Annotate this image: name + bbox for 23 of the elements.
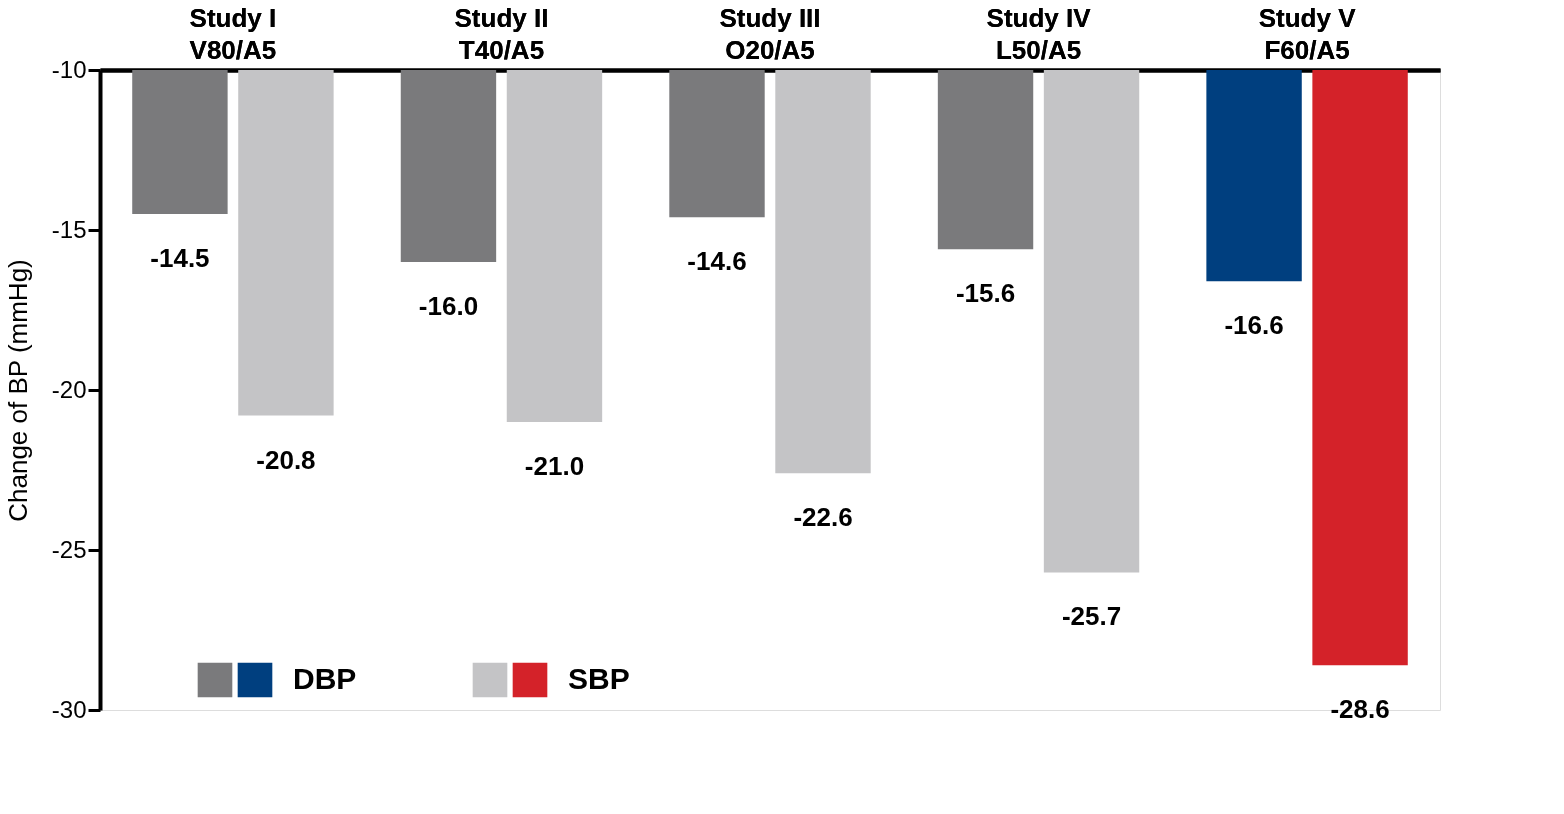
data-label: -16.0 [418,291,479,321]
data-label: -28.6 [1330,694,1390,725]
data-label: -14.6 [687,246,747,277]
data-label: -16.6 [1224,310,1284,341]
x-tick-label: Study II T40/A5 [454,2,549,65]
data-label: -25.7 [1061,601,1122,632]
x-tick-label: Study I V80/A5 [189,2,277,65]
data-label: -20.8 [256,444,316,475]
data-label: -15.6 [955,278,1016,309]
data-label: -14.5 [150,243,210,273]
x-tick-label: Study IV L50/A5 [986,2,1092,65]
data-label: -21.0 [524,451,585,481]
y-tick-label: -30 [51,695,87,723]
x-tick-label: Study III O20/A5 [719,2,821,65]
y-tick-label: -20 [51,375,87,403]
data-label: -22.6 [793,502,853,533]
legend-label: DBP [293,662,357,695]
y-tick-label: -15 [51,215,87,243]
y-tick-label: -25 [51,535,87,563]
legend-label: SBP [568,662,630,695]
y-tick-label: -10 [51,55,87,83]
x-tick-label: Study V F60/A5 [1258,2,1357,65]
y-axis-title: Change of BP (mmHg) [2,259,33,522]
